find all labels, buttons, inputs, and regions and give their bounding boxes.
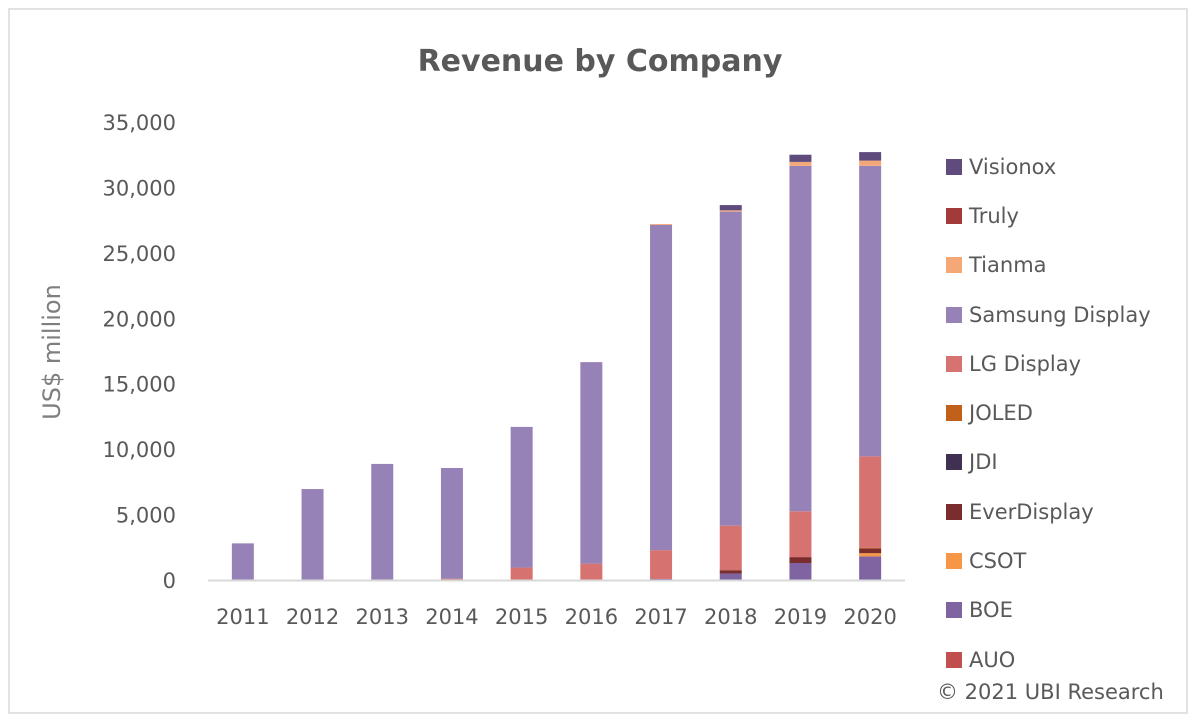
bar-segment-samsung-display-2012: [301, 489, 324, 580]
legend-label: Samsung Display: [969, 302, 1151, 327]
copyright-text: © 2021 UBI Research: [937, 680, 1164, 704]
legend-swatch: [946, 355, 962, 372]
legend-swatch: [946, 306, 962, 323]
legend-label: CSOT: [969, 549, 1027, 574]
bar-segment-visionox-2019: [789, 154, 812, 162]
bar-segment-lg-display-2018: [719, 525, 742, 571]
legend-swatch: [946, 602, 962, 619]
x-tick-label: 2011: [216, 605, 269, 629]
bar-segment-boe-2017: [650, 578, 673, 580]
x-tick-label: 2020: [843, 605, 896, 629]
bar-segment-visionox-2018: [719, 205, 742, 211]
legend-label: JOLED: [969, 401, 1033, 426]
bar-segment-csot-2020: [859, 553, 882, 557]
y-tick-label: 25,000: [103, 242, 176, 266]
bar-segment-tianma-2018: [719, 210, 742, 212]
legend-swatch: [946, 257, 962, 274]
legend-label: Truly: [969, 203, 1019, 228]
bar-segment-everdisplay-2019: [789, 557, 812, 563]
x-tick-label: 2017: [634, 605, 687, 629]
y-tick-label: 10,000: [103, 438, 176, 462]
x-tick-label: 2015: [495, 605, 548, 629]
legend-label: BOE: [969, 598, 1013, 623]
legend-swatch: [946, 553, 962, 570]
y-tick-label: 15,000: [103, 373, 176, 397]
bar-segment-lg-display-2017: [650, 550, 673, 579]
bar-segment-samsung-display-2019: [789, 165, 812, 512]
legend-label: LG Display: [969, 351, 1082, 376]
x-tick-label: 2012: [286, 605, 339, 629]
legend-item-samsung-display: Samsung Display: [946, 290, 1151, 339]
x-tick-label: 2019: [774, 605, 827, 629]
legend-item-truly: Truly: [946, 191, 1151, 240]
bar-segment-lg-display-2020: [859, 456, 882, 548]
y-tick-label: 30,000: [103, 176, 176, 200]
legend-item-tianma: Tianma: [946, 241, 1151, 290]
legend-swatch: [946, 158, 962, 175]
bar-segment-boe-2019: [789, 562, 812, 580]
legend-item-lg-display: LG Display: [946, 339, 1151, 388]
legend-item-joled: JOLED: [946, 388, 1151, 437]
bar-segment-tianma-2019: [789, 161, 812, 166]
bar-segment-samsung-display-2013: [371, 463, 394, 580]
x-tick-label: 2018: [704, 605, 757, 629]
legend-item-jdi: JDI: [946, 438, 1151, 487]
legend-item-everdisplay: EverDisplay: [946, 487, 1151, 536]
bar-segment-visionox-2020: [859, 152, 882, 161]
legend-swatch: [946, 503, 962, 520]
x-tick-label: 2013: [356, 605, 409, 629]
legend-swatch: [946, 454, 962, 471]
bar-segment-samsung-display-2018: [719, 211, 742, 526]
chart-title: Revenue by Company: [417, 44, 783, 79]
legend-swatch: [946, 405, 962, 422]
bar-segment-samsung-display-2020: [859, 165, 882, 457]
legend-label: Tianma: [969, 253, 1047, 278]
bar-segment-joled-2020: [859, 547, 882, 549]
bar-segment-tianma-2017: [650, 224, 673, 225]
bar-segment-lg-display-2016: [580, 563, 603, 580]
bar-segment-samsung-display-2017: [650, 224, 673, 551]
bar-segment-samsung-display-2011: [231, 543, 254, 580]
legend-label: JDI: [969, 450, 998, 475]
bar-segment-samsung-display-2016: [580, 362, 603, 564]
legend-item-visionox: Visionox: [946, 142, 1151, 191]
bar-segment-samsung-display-2015: [510, 426, 533, 568]
legend: Visionox Truly Tianma Samsung Display LG Dis…: [946, 142, 1151, 684]
chart-frame: [8, 8, 1188, 714]
legend-item-boe: BOE: [946, 586, 1151, 635]
legend-label: Visionox: [969, 154, 1057, 179]
bar-segment-samsung-display-2014: [440, 467, 463, 579]
bar-segment-lg-display-2019: [789, 511, 812, 558]
bar-segment-boe-2018: [719, 573, 742, 580]
legend-label: EverDisplay: [969, 499, 1094, 524]
bar-segment-tianma-2020: [859, 160, 882, 166]
y-tick-label: 35,000: [103, 111, 176, 135]
y-tick-label: 5,000: [116, 504, 176, 528]
legend-swatch: [946, 651, 962, 668]
x-tick-label: 2016: [565, 605, 618, 629]
bar-segment-boe-2020: [859, 556, 882, 580]
bar-segment-lg-display-2015: [510, 567, 533, 580]
legend-swatch: [946, 207, 962, 224]
y-tick-label: 0: [163, 569, 176, 593]
legend-label: AUO: [969, 647, 1016, 672]
legend-item-auo: AUO: [946, 635, 1151, 684]
legend-item-csot: CSOT: [946, 536, 1151, 585]
y-tick-label: 20,000: [103, 307, 176, 331]
bar-segment-everdisplay-2018: [719, 570, 742, 574]
x-tick-label: 2014: [425, 605, 478, 629]
bar-segment-lg-display-2014: [440, 578, 463, 580]
bar-segment-everdisplay-2020: [859, 548, 882, 554]
